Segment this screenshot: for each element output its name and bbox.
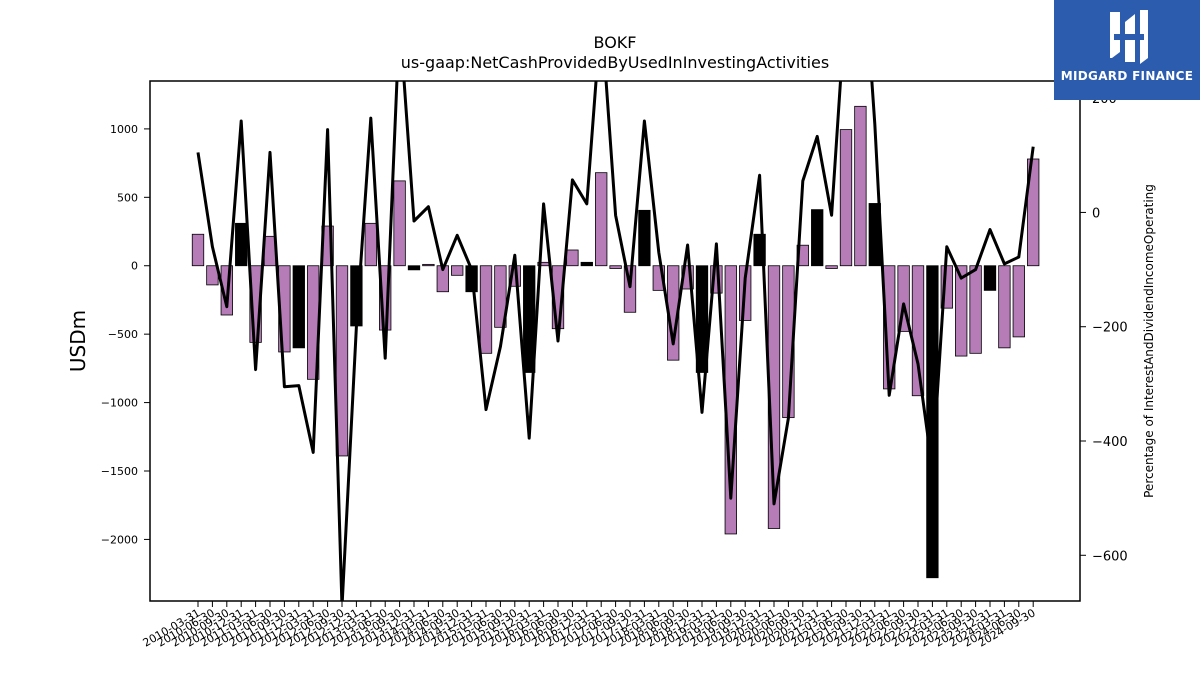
bar-2012-09-30 [335,265,349,457]
bar-2013-09-30 [393,180,406,267]
bar-2010-12-31 [235,222,248,267]
brand-name: MIDGARD FINANCE [1060,69,1194,83]
ratio-line [196,81,1035,601]
y-tick-label: −1500 [101,465,138,478]
bar-2017-12-31 [638,209,651,267]
bar-2010-03-31 [191,233,205,267]
y2-tick-label: −200 [1092,321,1128,336]
bar-2019-12-31 [753,233,766,267]
bar-2014-09-30 [451,265,464,276]
y2-axis-label: Percentage of InterestAndDividendIncomeO… [1142,184,1156,498]
chart-title: BOKF [594,33,637,52]
bar-2022-06-30 [897,265,910,332]
y-tick-label: −1000 [101,397,138,410]
y-tick-label: −2000 [101,533,138,546]
plot-frame [149,80,1081,602]
bar-2013-12-31 [407,265,421,271]
y2-tick-label: −400 [1092,435,1128,450]
bar-2015-03-31 [479,265,493,354]
bar-2022-09-30 [911,265,925,397]
bar-2024-09-30 [1027,158,1040,267]
bar-2013-03-31 [364,222,377,267]
brand-logo-mark [1110,10,1148,64]
bar-2016-09-30 [566,249,579,267]
y2-tick-label: 0 [1092,206,1100,221]
bar-2017-06-30 [609,265,622,269]
bar-2015-06-30 [494,265,507,328]
y-tick-label: 1000 [110,123,138,136]
bar-2014-03-31 [422,263,435,267]
x-axis: 2010-03-312010-06-302010-09-302010-12-31… [141,601,1038,650]
chart-subtitle: us-gaap:NetCashProvidedByUsedInInvesting… [401,53,829,72]
bar-2011-12-31 [292,265,305,349]
right-y-axis: 2000−200−400−600 [1080,92,1128,564]
bar-2020-12-31 [811,209,824,267]
y-tick-label: 0 [131,260,138,273]
bar-2016-12-31 [580,261,593,267]
y-axis-label: USDm [66,310,90,372]
bar-2017-09-30 [623,265,637,313]
y-tick-label: −500 [108,328,138,341]
y2-tick-label: −600 [1092,549,1128,564]
y-tick-label: 500 [117,191,138,204]
left-y-axis: 1000 500 0 −500 −1000 −1500 −2000 [101,123,150,546]
bar-2024-03-31 [998,265,1011,349]
bar-2021-09-30 [854,105,867,267]
bar-2023-12-31 [983,265,997,291]
bar-2018-12-31 [695,265,709,373]
bar-series [191,105,1040,579]
bar-2015-12-31 [523,265,536,373]
bar-2024-06-30 [1012,265,1025,338]
brand-logo: MIDGARD FINANCE [1054,0,1200,100]
line-series [196,81,1035,601]
bar-2018-03-31 [652,265,665,291]
bar-2023-06-30 [955,265,968,357]
bar-2021-06-30 [839,129,853,267]
bar-2021-03-31 [825,265,838,269]
bar-2017-03-31 [595,172,608,267]
bar-2023-09-30 [969,265,982,354]
